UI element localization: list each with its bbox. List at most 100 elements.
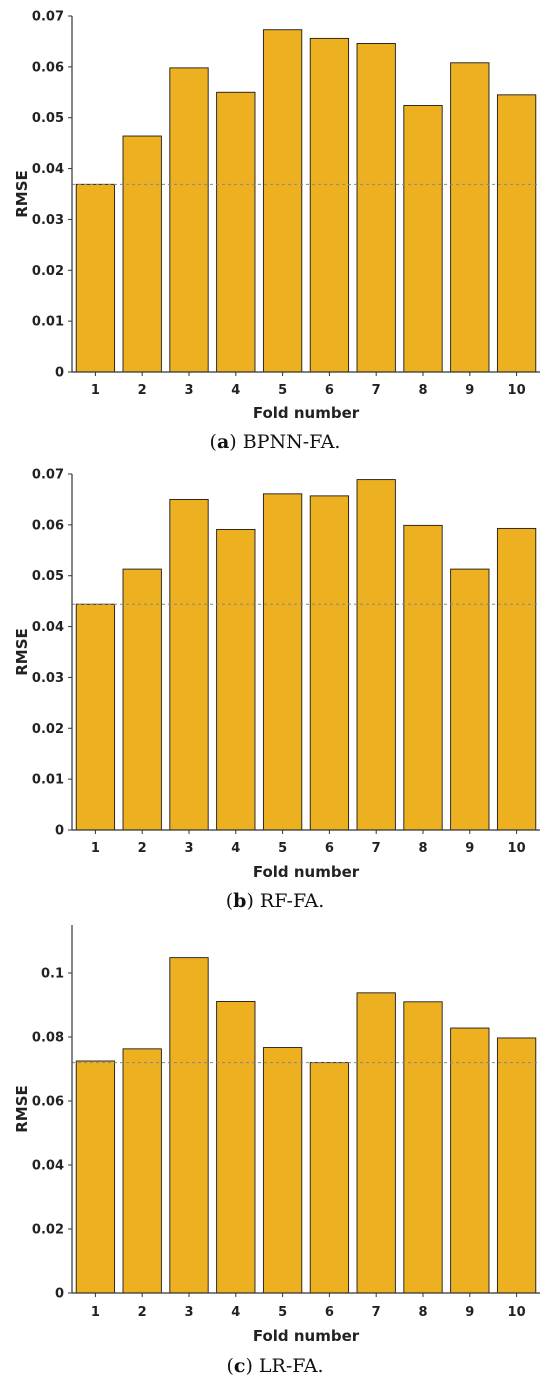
x-tick-label: 4 xyxy=(231,841,240,856)
caption-letter: c xyxy=(234,1355,246,1377)
bar-fold-5 xyxy=(262,493,303,831)
caption: (a) BPNN-FA. xyxy=(210,431,341,453)
y-tick-label: 0.06 xyxy=(32,60,64,75)
bar-fold-1 xyxy=(75,603,116,831)
axes xyxy=(68,15,540,376)
bar-fold-1 xyxy=(75,183,116,373)
y-tick-label: 0.06 xyxy=(32,518,64,533)
x-tick-label: 3 xyxy=(184,841,193,856)
x-tick-label: 10 xyxy=(508,841,526,856)
x-tick-label: 3 xyxy=(184,1305,193,1320)
caption-letter: b xyxy=(233,890,246,912)
x-tick-label: 1 xyxy=(91,383,100,398)
y-tick-label: 0.03 xyxy=(32,213,64,228)
bar-fold-7 xyxy=(356,43,396,373)
bar-fold-2 xyxy=(122,1048,162,1294)
y-tick-label: 0.04 xyxy=(32,162,64,177)
x-tick-label: 10 xyxy=(508,1305,526,1320)
bar-fold-10 xyxy=(496,1037,537,1294)
x-tick-label: 9 xyxy=(465,841,474,856)
bar-fold-4 xyxy=(216,528,256,831)
bar-fold-4 xyxy=(216,91,256,373)
y-tick-label: 0.1 xyxy=(41,967,64,982)
x-tick-label: 8 xyxy=(418,383,427,398)
bar-group xyxy=(75,479,537,831)
panel-c: 0 0.02 0.04 0.06 0.08 0.1 1 2 3 4 5 6 7 8 9 10 RMSE Fo… xyxy=(13,925,540,1377)
y-tick-label: 0.01 xyxy=(32,315,64,330)
x-tick-label: 8 xyxy=(418,841,427,856)
bar-fold-9 xyxy=(450,568,490,831)
bar-fold-9 xyxy=(450,1027,490,1294)
x-tick-label: 6 xyxy=(325,383,334,398)
y-tick-label: 0 xyxy=(55,366,64,381)
bar-fold-1 xyxy=(75,1060,116,1294)
bar-group xyxy=(75,29,537,373)
bar-fold-7 xyxy=(356,479,396,831)
bar-fold-9 xyxy=(450,62,490,373)
y-axis-label: RMSE xyxy=(13,170,31,218)
x-tick-labels: 1 2 3 4 5 6 7 8 9 10 xyxy=(91,841,526,856)
x-tick-label: 9 xyxy=(465,1305,474,1320)
caption-text: LR-FA. xyxy=(253,1355,324,1377)
bar-fold-8 xyxy=(403,105,443,373)
y-tick-labels: 0 0.02 0.04 0.06 0.08 0.1 xyxy=(32,967,64,1302)
y-tick-label: 0 xyxy=(55,1287,64,1302)
y-axis-label: RMSE xyxy=(13,628,31,676)
x-tick-label: 5 xyxy=(278,1305,287,1320)
bar-fold-3 xyxy=(169,957,209,1294)
y-tick-label: 0.04 xyxy=(32,1159,64,1174)
y-tick-label: 0 xyxy=(55,824,64,839)
bar-fold-3 xyxy=(169,498,209,831)
x-tick-label: 4 xyxy=(231,383,240,398)
y-tick-label: 0.03 xyxy=(32,671,64,686)
x-tick-label: 10 xyxy=(508,383,526,398)
x-tick-label: 2 xyxy=(138,383,147,398)
caption: (b) RF-FA. xyxy=(226,890,325,912)
bar-fold-2 xyxy=(122,135,162,373)
bar-fold-4 xyxy=(216,1001,256,1294)
y-tick-labels: 0 0.01 0.02 0.03 0.04 0.05 0.06 0.07 xyxy=(32,10,64,381)
caption-letter: a xyxy=(217,431,229,453)
y-tick-label: 0.05 xyxy=(32,111,64,126)
x-tick-label: 3 xyxy=(184,383,193,398)
x-tick-label: 4 xyxy=(231,1305,240,1320)
x-tick-label: 7 xyxy=(372,1305,381,1320)
x-axis-label: Fold number xyxy=(253,404,360,422)
caption: (c) LR-FA. xyxy=(226,1355,323,1377)
bar-fold-8 xyxy=(403,524,443,831)
y-tick-label: 0.05 xyxy=(32,569,64,584)
x-axis-label: Fold number xyxy=(253,1327,360,1345)
y-tick-label: 0.02 xyxy=(32,722,64,737)
y-tick-label: 0.02 xyxy=(32,264,64,279)
x-tick-labels: 1 2 3 4 5 6 7 8 9 10 xyxy=(91,383,526,398)
x-tick-label: 9 xyxy=(465,383,474,398)
x-axis-label: Fold number xyxy=(253,863,360,881)
y-tick-label: 0.07 xyxy=(32,468,64,483)
x-tick-label: 5 xyxy=(278,841,287,856)
bar-fold-10 xyxy=(496,527,537,831)
caption-text: RF-FA. xyxy=(254,890,324,912)
x-tick-labels: 1 2 3 4 5 6 7 8 9 10 xyxy=(91,1305,526,1320)
bar-fold-6 xyxy=(309,1062,350,1294)
y-tick-label: 0.04 xyxy=(32,620,64,635)
bar-fold-2 xyxy=(122,568,162,831)
bar-fold-6 xyxy=(309,495,350,831)
x-tick-label: 2 xyxy=(138,841,147,856)
bar-group xyxy=(75,957,537,1294)
axes xyxy=(68,473,540,834)
caption-text: BPNN-FA. xyxy=(237,431,341,453)
bar-fold-10 xyxy=(496,94,537,373)
bar-fold-5 xyxy=(262,29,303,373)
y-tick-label: 0.02 xyxy=(32,1223,64,1238)
x-tick-label: 1 xyxy=(91,841,100,856)
y-axis-label: RMSE xyxy=(13,1085,31,1133)
y-tick-label: 0.08 xyxy=(32,1031,64,1046)
y-tick-label: 0.06 xyxy=(32,1095,64,1110)
x-tick-label: 7 xyxy=(372,841,381,856)
y-tick-labels: 0 0.01 0.02 0.03 0.04 0.05 0.06 0.07 xyxy=(32,468,64,839)
x-tick-label: 6 xyxy=(325,1305,334,1320)
x-tick-label: 2 xyxy=(138,1305,147,1320)
